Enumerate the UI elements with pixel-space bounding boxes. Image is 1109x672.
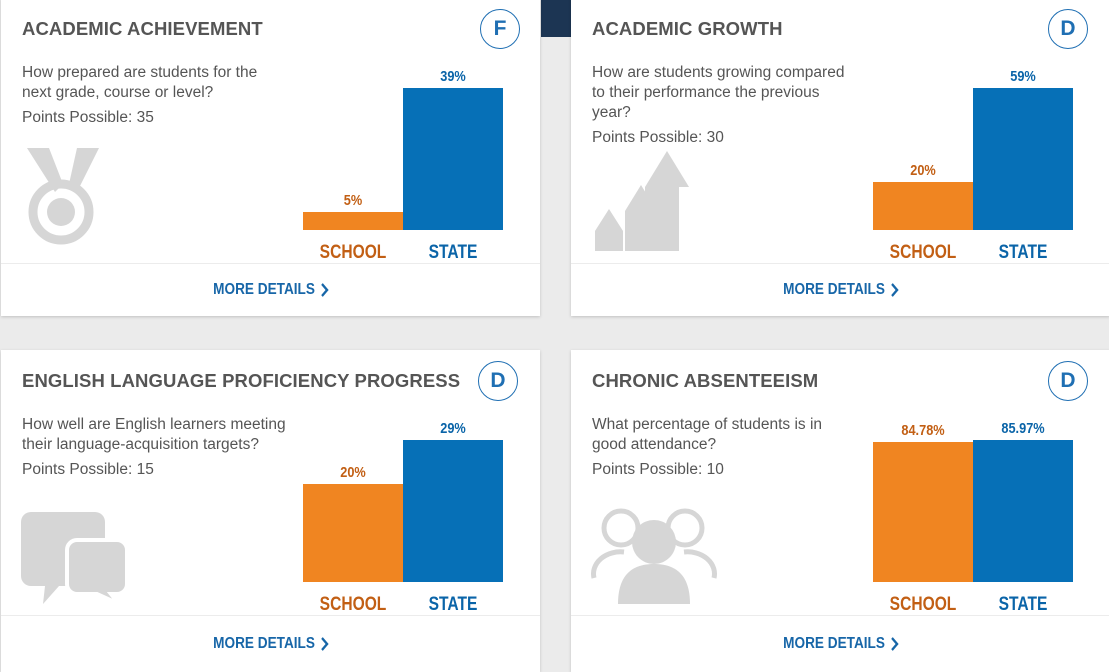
school-axis-label: SCHOOL: [319, 242, 387, 263]
card-title: ACADEMIC ACHIEVEMENT: [22, 18, 263, 39]
state-axis-label: STATE: [428, 594, 478, 615]
more-details-label: MORE DETAILS: [782, 281, 885, 298]
bar-chart: 20% 29% SCHOOL STATE: [303, 416, 505, 616]
points-possible: Points Possible: 10: [592, 461, 724, 478]
more-details-link[interactable]: MORE DETAILS: [212, 635, 329, 653]
chevron-right-icon: [890, 637, 899, 651]
school-bar: [873, 182, 973, 230]
card-footer: MORE DETAILS: [571, 263, 1109, 316]
state-bar: [973, 88, 1073, 230]
card-footer: MORE DETAILS: [571, 615, 1109, 672]
school-value-label: 20%: [910, 162, 936, 179]
school-bar: [303, 212, 403, 230]
card-chronic-absenteeism: CHRONIC ABSENTEEISM D What percentage of…: [571, 350, 1109, 672]
school-axis-label: SCHOOL: [889, 242, 957, 263]
state-bar: [403, 440, 503, 582]
card-title: ACADEMIC GROWTH: [592, 18, 783, 39]
state-axis-label: STATE: [428, 242, 478, 263]
grade-badge: D: [1048, 361, 1088, 401]
question-text: How are students growing compared to the…: [592, 64, 845, 121]
grade-badge: D: [478, 361, 518, 401]
more-details-link[interactable]: MORE DETAILS: [212, 281, 329, 299]
school-value-label: 5%: [343, 192, 363, 209]
school-value-label: 84.78%: [901, 422, 945, 439]
card-title: ENGLISH LANGUAGE PROFICIENCY PROGRESS: [22, 370, 461, 391]
growth-arrows-icon: [593, 151, 689, 256]
chevron-right-icon: [890, 283, 899, 297]
card-question: How prepared are students for the next g…: [22, 63, 287, 128]
bar-chart: 5% 39% SCHOOL STATE: [303, 64, 505, 264]
more-details-label: MORE DETAILS: [782, 635, 885, 652]
card-question: How are students growing compared to the…: [592, 63, 857, 148]
grade-badge: D: [1048, 9, 1088, 49]
state-axis-label: STATE: [998, 594, 1048, 615]
speech-bubbles-icon: [21, 512, 131, 611]
state-value-label: 29%: [440, 420, 466, 437]
header-strip: [541, 0, 571, 37]
more-details-label: MORE DETAILS: [212, 635, 315, 652]
state-value-label: 85.97%: [1001, 420, 1045, 437]
state-bar: [973, 440, 1073, 582]
school-value-label: 20%: [340, 464, 366, 481]
state-axis-label: STATE: [998, 242, 1048, 263]
state-bar: [403, 88, 503, 230]
card-academic-achievement: ACADEMIC ACHIEVEMENT F How prepared are …: [1, 0, 540, 316]
school-bar: [303, 484, 403, 582]
card-academic-growth: ACADEMIC GROWTH D How are students growi…: [571, 0, 1109, 316]
chevron-right-icon: [320, 283, 329, 297]
points-possible: Points Possible: 30: [592, 129, 724, 146]
more-details-link[interactable]: MORE DETAILS: [782, 281, 899, 299]
card-english-language-proficiency: ENGLISH LANGUAGE PROFICIENCY PROGRESS D …: [1, 350, 540, 672]
state-value-label: 39%: [440, 68, 466, 85]
state-value-label: 59%: [1010, 68, 1036, 85]
grade-badge: F: [480, 9, 520, 49]
school-bar: [873, 442, 973, 582]
school-axis-label: SCHOOL: [889, 594, 957, 615]
card-question: How well are English learners meeting th…: [22, 415, 287, 480]
card-footer: MORE DETAILS: [1, 615, 540, 672]
card-question: What percentage of students is in good a…: [592, 415, 857, 480]
medal-icon: [27, 148, 103, 255]
more-details-label: MORE DETAILS: [212, 281, 315, 298]
more-details-link[interactable]: MORE DETAILS: [782, 635, 899, 653]
question-text: What percentage of students is in good a…: [592, 416, 823, 453]
question-text: How prepared are students for the next g…: [22, 64, 258, 101]
chevron-right-icon: [320, 637, 329, 651]
bar-chart: 20% 59% SCHOOL STATE: [873, 64, 1075, 264]
points-possible: Points Possible: 15: [22, 461, 154, 478]
card-title: CHRONIC ABSENTEEISM: [592, 370, 819, 391]
bar-chart: 84.78% 85.97% SCHOOL STATE: [873, 416, 1075, 616]
school-axis-label: SCHOOL: [319, 594, 387, 615]
points-possible: Points Possible: 35: [22, 109, 154, 126]
people-icon: [591, 500, 717, 611]
question-text: How well are English learners meeting th…: [22, 416, 286, 453]
card-footer: MORE DETAILS: [1, 263, 540, 316]
